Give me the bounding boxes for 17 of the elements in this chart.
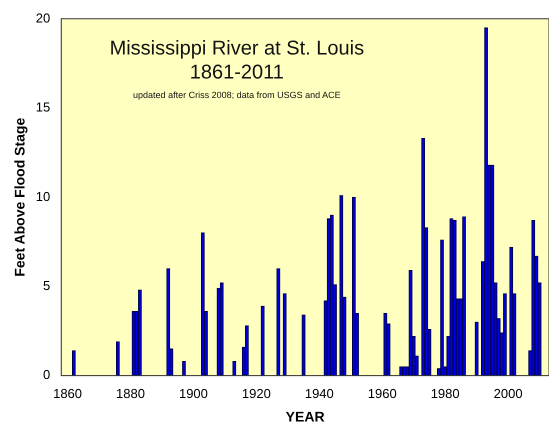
x-tick-label: 2000	[494, 386, 523, 401]
x-tick-label: 1920	[242, 386, 271, 401]
y-tick-label: 10	[36, 188, 50, 204]
x-axis-title: YEAR	[286, 408, 325, 424]
x-tick-label: 1980	[430, 386, 460, 401]
x-tick-label: 1960	[368, 386, 397, 401]
y-axis-title: Feet Above Flood Stage	[11, 118, 28, 277]
y-tick-label: 0	[43, 367, 50, 382]
y-tick-label: 20	[36, 10, 50, 26]
y-tick-label: 15	[36, 100, 50, 115]
x-tick-label: 1880	[116, 386, 145, 401]
text: updated after Criss 2008; data from USGS and ACE	[133, 90, 341, 100]
x-tick-label: 1940	[304, 386, 334, 401]
text: Mississippi River at St. Louis 1861-2011	[110, 37, 364, 84]
x-tick-label: 1900	[178, 386, 208, 401]
x-tick-label: 1860	[53, 386, 82, 401]
y-tick-label: 5	[43, 278, 50, 293]
